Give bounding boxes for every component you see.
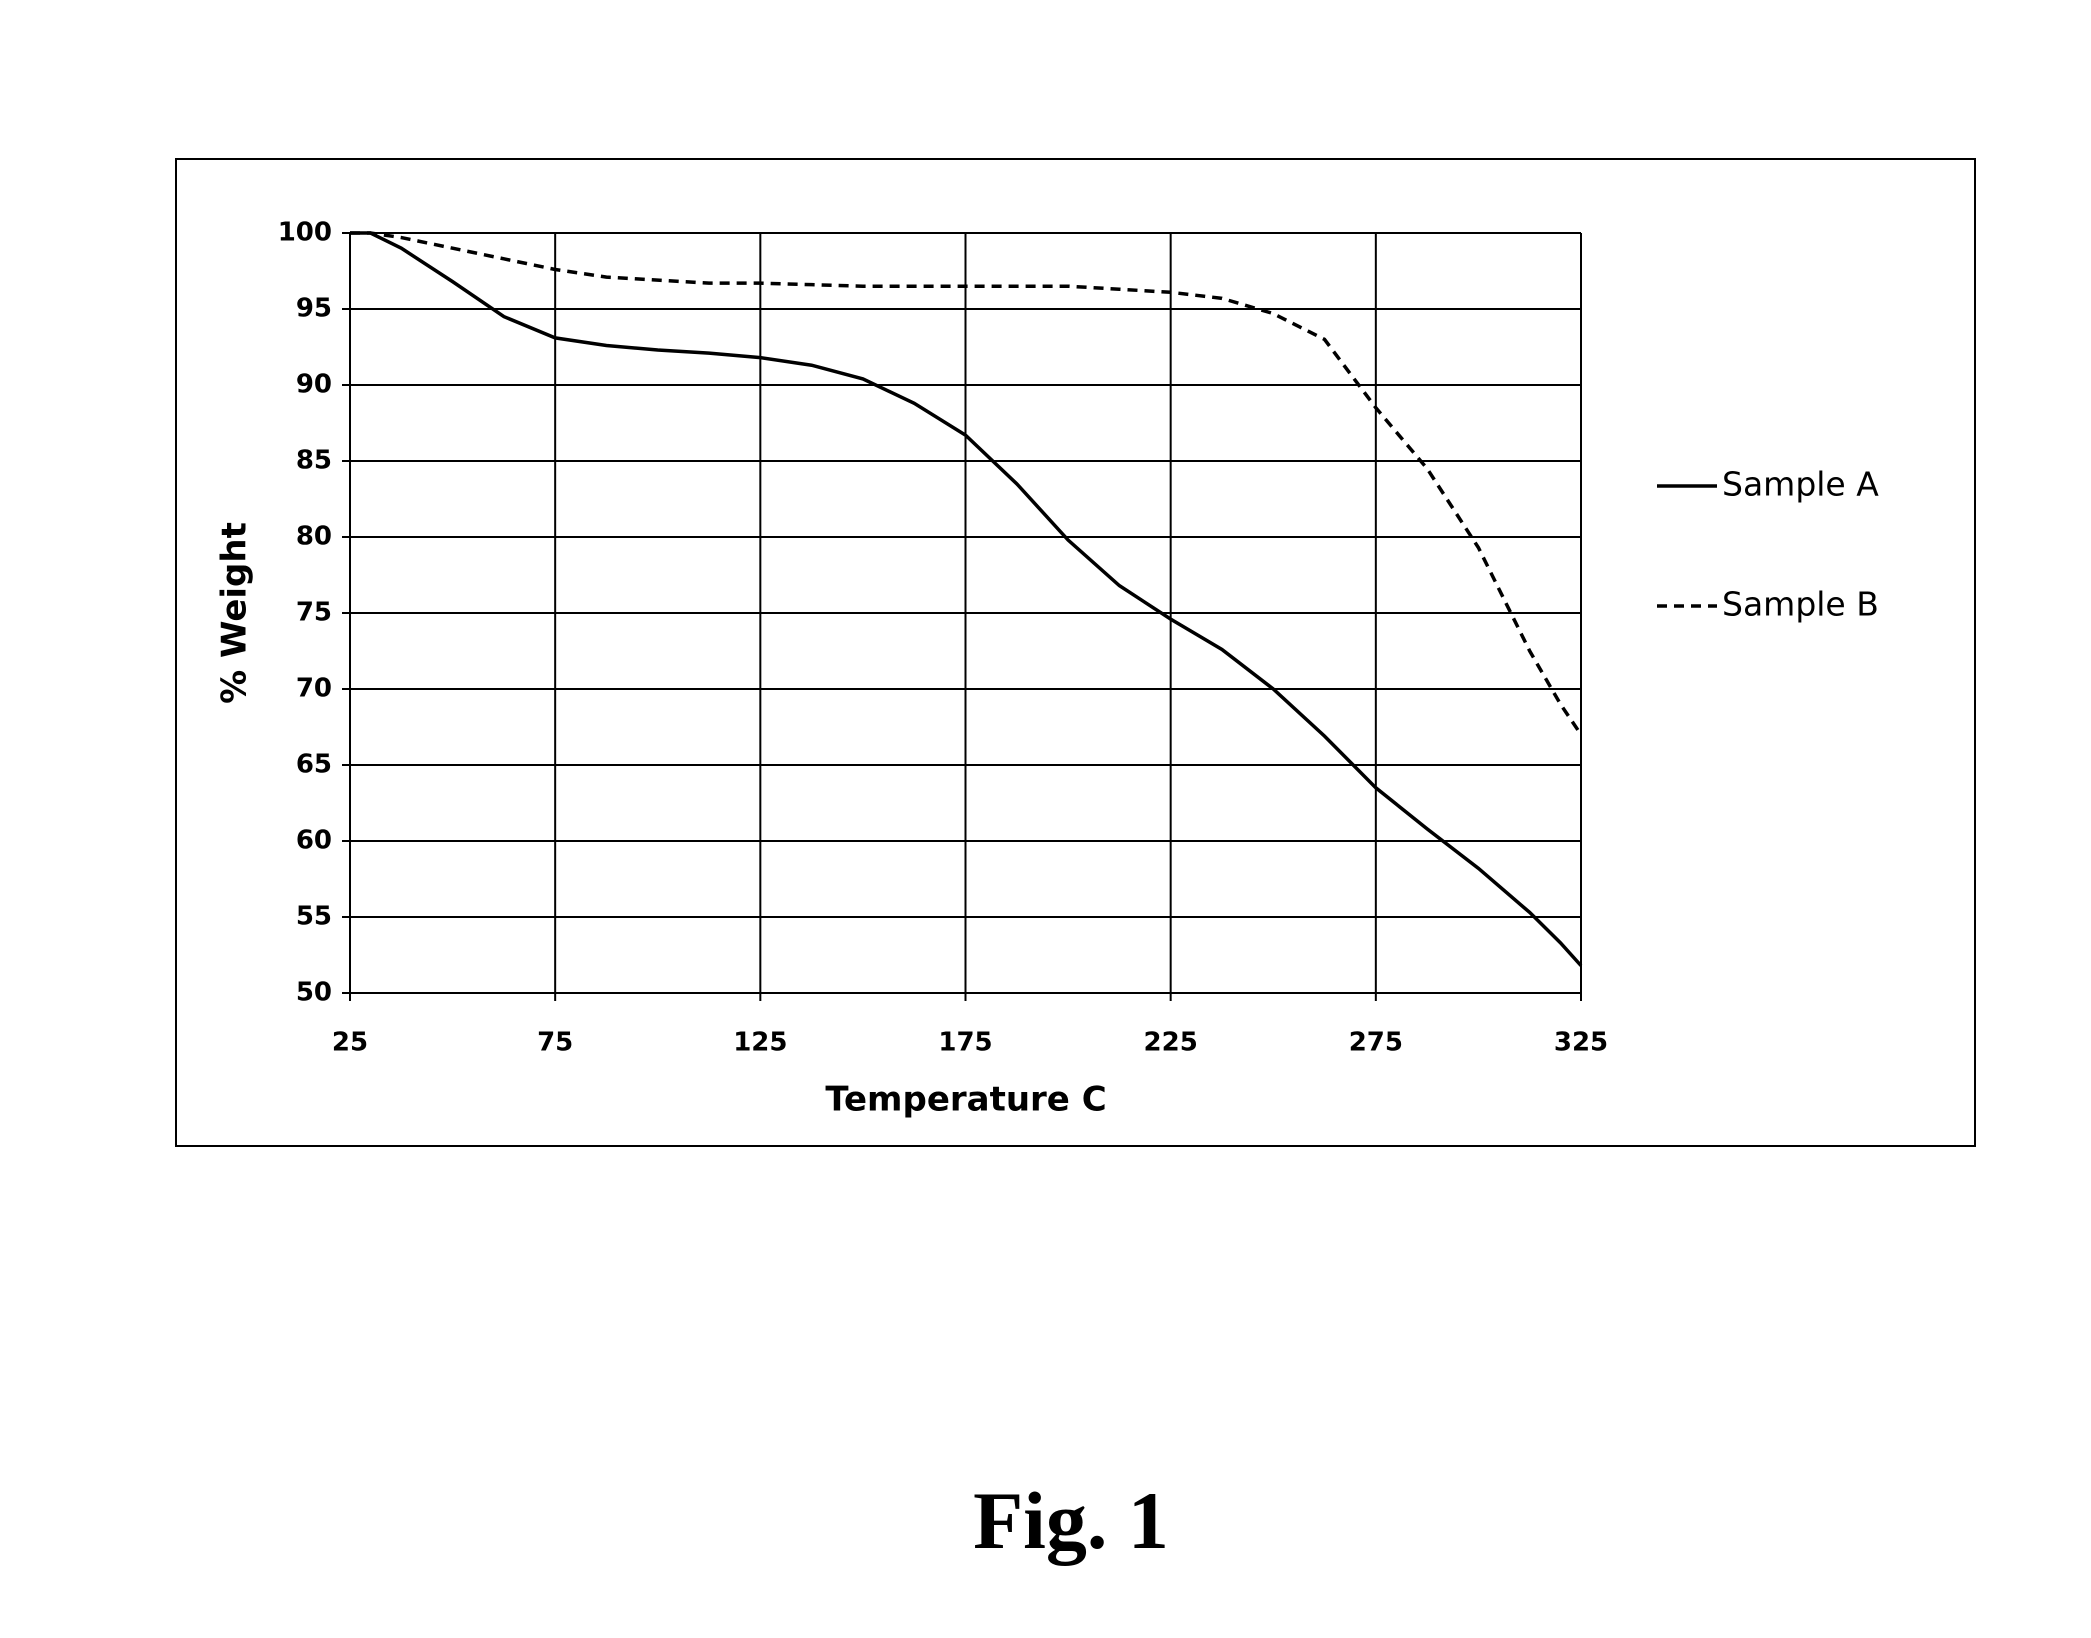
figure-label: Fig. 1 <box>973 1475 1169 1566</box>
y-tick-label: 75 <box>296 598 332 628</box>
y-tick-label: 95 <box>296 294 332 324</box>
x-tick-label: 25 <box>332 1028 368 1058</box>
x-tick-label: 125 <box>733 1028 787 1058</box>
y-tick-label: 85 <box>296 446 332 476</box>
x-tick-label: 175 <box>938 1028 992 1058</box>
y-tick-label: 90 <box>296 370 332 400</box>
x-tick-label: 225 <box>1144 1028 1198 1058</box>
y-tick-label: 70 <box>296 674 332 704</box>
y-tick-label: 60 <box>296 826 332 856</box>
y-tick-label: 100 <box>278 218 332 248</box>
x-tick-label: 275 <box>1349 1028 1403 1058</box>
y-tick-label: 65 <box>296 750 332 780</box>
y-tick-label: 55 <box>296 902 332 932</box>
legend-label: Sample B <box>1722 585 1879 624</box>
y-axis-title: % Weight <box>215 522 255 704</box>
y-tick-label: 80 <box>296 522 332 552</box>
page: Temperature C % Weight Fig. 1 50 55 60 65 70… <box>0 0 2091 1638</box>
legend-label: Sample A <box>1722 465 1879 504</box>
x-tick-label: 75 <box>537 1028 573 1058</box>
x-axis-title: Temperature C <box>825 1080 1106 1120</box>
x-tick-label: 325 <box>1554 1028 1608 1058</box>
chart-frame <box>176 159 1975 1146</box>
y-tick-label: 50 <box>296 978 332 1008</box>
